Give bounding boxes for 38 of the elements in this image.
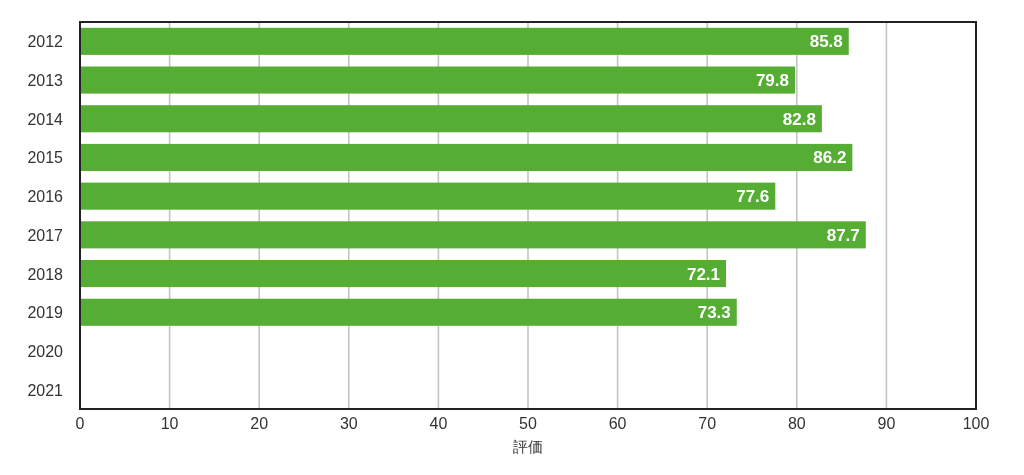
y-tick-label: 2020 <box>27 342 64 360</box>
bar <box>80 105 822 133</box>
x-tick-label: 50 <box>519 415 537 432</box>
bar <box>80 27 849 55</box>
bar <box>80 298 737 326</box>
x-tick-label: 80 <box>787 415 806 432</box>
x-tick-label: 10 <box>160 415 179 432</box>
data-label: 79.8 <box>755 71 790 91</box>
data-label: 87.7 <box>826 225 860 245</box>
y-tick-label: 2014 <box>27 110 64 128</box>
x-tick-label: 90 <box>877 415 896 432</box>
x-tick-label: 70 <box>698 415 717 432</box>
y-tick-label: 2013 <box>27 72 64 90</box>
y-tick-label: 2019 <box>27 304 64 322</box>
y-tick-label: 2016 <box>27 188 64 206</box>
data-label: 77.6 <box>736 187 770 207</box>
x-tick-label: 20 <box>250 415 269 432</box>
data-label: 86.2 <box>813 148 847 168</box>
bar <box>80 260 727 288</box>
y-tick-label: 2017 <box>27 226 64 244</box>
data-label: 85.8 <box>809 32 843 52</box>
bar <box>80 182 776 210</box>
y-tick-label: 2012 <box>27 33 64 51</box>
x-axis-title: 評価 <box>513 438 543 455</box>
bar <box>80 221 866 249</box>
x-tick-label: 30 <box>339 415 358 432</box>
x-tick-label: 60 <box>608 415 627 432</box>
y-tick-label: 2021 <box>27 381 64 399</box>
x-tick-label: 100 <box>962 415 990 432</box>
y-tick-label: 2015 <box>27 149 64 167</box>
x-tick-label: 0 <box>75 415 85 432</box>
y-tick-label: 2018 <box>27 265 64 283</box>
bar <box>80 143 853 171</box>
bar <box>80 66 796 94</box>
data-label: 82.8 <box>782 109 816 129</box>
x-tick-label: 40 <box>429 415 448 432</box>
data-label: 73.3 <box>697 303 731 323</box>
data-label: 72.1 <box>686 264 721 284</box>
